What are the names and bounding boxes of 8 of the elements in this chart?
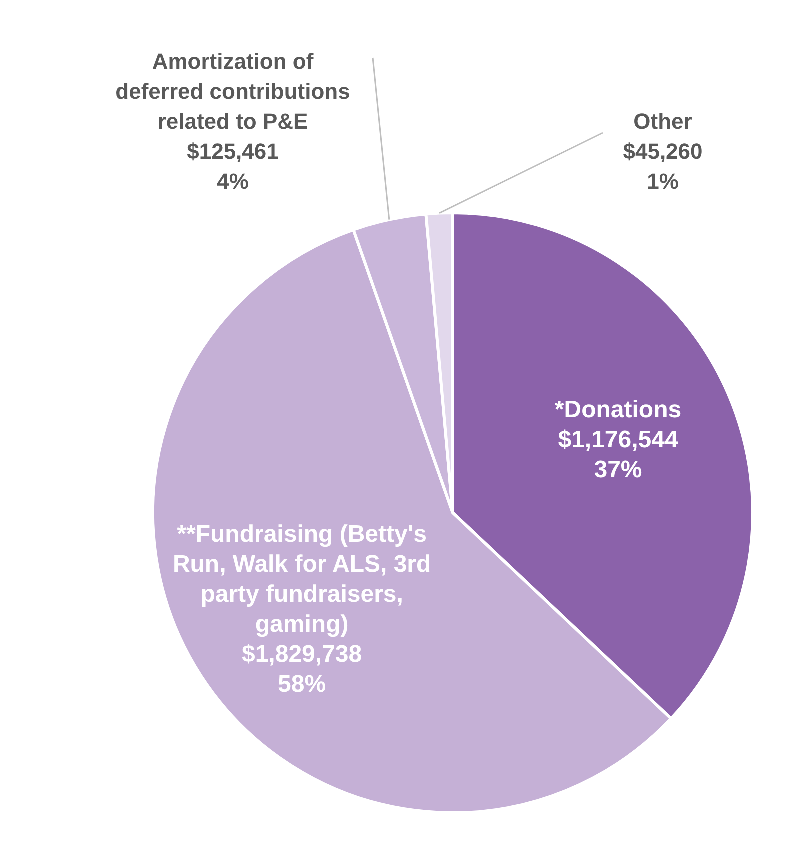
slice-label: Other [634,108,693,134]
data-label: $125,461 4% [187,138,279,194]
data-label: $1,176,544 37% [558,427,679,484]
slice-label: Amortization of deferred contributions related to P&E [116,48,350,134]
slice-label: *Donations [554,397,682,424]
data-label: $45,260 1% [623,138,703,194]
data-label: $1,829,738 58% [242,641,362,698]
slice-label: **Fundraising (Betty's Run, Walk for ALS, 3rd party fundraisers, gaming) [172,521,432,638]
